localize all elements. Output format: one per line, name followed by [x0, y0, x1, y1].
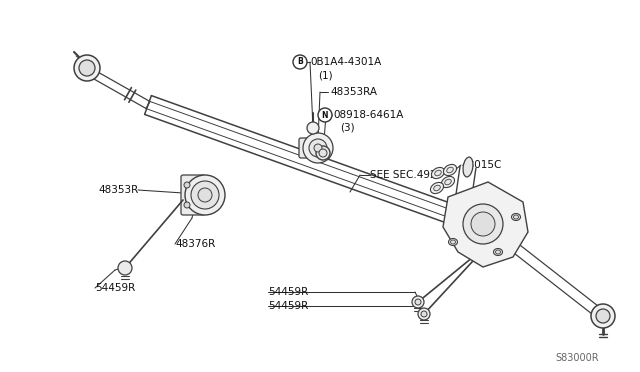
Circle shape — [118, 261, 132, 275]
Circle shape — [191, 181, 219, 209]
FancyBboxPatch shape — [299, 138, 318, 158]
Circle shape — [319, 149, 327, 157]
Circle shape — [303, 133, 333, 163]
Circle shape — [471, 212, 495, 236]
Circle shape — [185, 175, 225, 215]
Circle shape — [293, 55, 307, 69]
Text: 48353R: 48353R — [98, 185, 138, 195]
Text: B: B — [297, 58, 303, 67]
Circle shape — [412, 296, 424, 308]
Ellipse shape — [445, 179, 451, 185]
Ellipse shape — [447, 167, 453, 173]
Circle shape — [79, 60, 95, 76]
Text: 48376R: 48376R — [175, 239, 215, 249]
Circle shape — [591, 304, 615, 328]
Ellipse shape — [493, 248, 502, 256]
Ellipse shape — [434, 185, 440, 191]
Text: 48353RA: 48353RA — [330, 87, 377, 97]
Text: N: N — [322, 110, 328, 119]
FancyBboxPatch shape — [181, 175, 205, 215]
Ellipse shape — [442, 176, 454, 187]
Circle shape — [184, 202, 190, 208]
Circle shape — [418, 308, 430, 320]
Circle shape — [307, 122, 319, 134]
Ellipse shape — [513, 215, 518, 219]
Circle shape — [198, 188, 212, 202]
Text: 54459R: 54459R — [95, 283, 135, 293]
Text: 08918-6461A: 08918-6461A — [333, 110, 403, 120]
Ellipse shape — [511, 214, 520, 221]
Text: 54459R: 54459R — [268, 301, 308, 311]
Text: 54459R: 54459R — [268, 287, 308, 297]
Ellipse shape — [451, 240, 456, 244]
Ellipse shape — [495, 250, 500, 254]
Circle shape — [184, 182, 190, 188]
Text: 0B1A4-4301A: 0B1A4-4301A — [310, 57, 381, 67]
Text: 48015C: 48015C — [461, 160, 501, 170]
Circle shape — [463, 204, 503, 244]
Text: S83000R: S83000R — [555, 353, 598, 363]
Polygon shape — [443, 182, 528, 267]
Ellipse shape — [444, 164, 456, 176]
Circle shape — [309, 139, 327, 157]
Circle shape — [421, 311, 427, 317]
Ellipse shape — [431, 182, 444, 193]
Circle shape — [316, 146, 330, 160]
Ellipse shape — [435, 170, 441, 176]
Text: (1): (1) — [318, 70, 333, 80]
Ellipse shape — [449, 238, 458, 246]
Circle shape — [415, 299, 421, 305]
Ellipse shape — [431, 167, 445, 179]
Text: (3): (3) — [340, 123, 355, 133]
Circle shape — [74, 55, 100, 81]
Text: SEE SEC.492: SEE SEC.492 — [370, 170, 436, 180]
Circle shape — [596, 309, 610, 323]
Circle shape — [314, 144, 322, 152]
Ellipse shape — [463, 157, 473, 177]
Circle shape — [318, 108, 332, 122]
